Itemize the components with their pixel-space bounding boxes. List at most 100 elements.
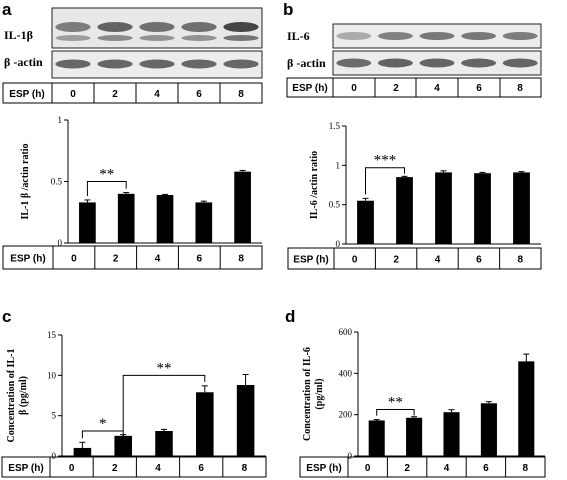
esp-value: 4 bbox=[434, 83, 440, 94]
y-tick-label: 400 bbox=[339, 368, 353, 378]
western-blot-b: IL-6 β -actin bbox=[287, 23, 542, 76]
esp-table-blot-a: ESP (h) 0 2 4 6 8 bbox=[2, 82, 263, 104]
y-tick-label: 1 bbox=[336, 160, 341, 170]
blot-band bbox=[181, 35, 217, 41]
bar-chart-b: 0 0.5 1 1.5 IL-6 /actin ratio *** ESP (h) 0 2 4 6 8 bbox=[287, 121, 542, 270]
blot-band bbox=[97, 59, 133, 69]
esp-value: 8 bbox=[523, 463, 529, 474]
significance-label: ** bbox=[388, 395, 403, 411]
y-tick-label: 1.5 bbox=[329, 121, 341, 131]
panel-letter-b: b bbox=[283, 0, 293, 19]
y-tick-label: 0 bbox=[348, 451, 353, 461]
esp-table bbox=[287, 247, 542, 270]
blot-band bbox=[502, 32, 538, 40]
blot-band bbox=[336, 58, 372, 68]
esp-value: 8 bbox=[518, 255, 524, 266]
esp-table-blot-b: ESP (h) 0 2 4 6 8 bbox=[286, 77, 542, 98]
bar bbox=[114, 435, 132, 456]
blot-band bbox=[55, 22, 91, 32]
esp-value: 6 bbox=[198, 463, 204, 474]
esp-value: 4 bbox=[155, 463, 161, 474]
y-tick-label: 15 bbox=[47, 330, 57, 340]
blot-band bbox=[139, 35, 175, 41]
bar bbox=[480, 403, 497, 456]
bar bbox=[117, 193, 135, 243]
y-tick-label: 0.5 bbox=[329, 200, 341, 210]
y-tick-label: 1 bbox=[58, 115, 63, 125]
significance-bracket bbox=[122, 374, 206, 431]
esp-label: ESP (h) bbox=[293, 255, 328, 266]
bar bbox=[368, 420, 385, 456]
blot-row-label-il1b: IL-1β bbox=[4, 28, 33, 42]
y-tick-label: 600 bbox=[339, 327, 353, 337]
blot-band bbox=[97, 35, 133, 41]
esp-value: 2 bbox=[112, 463, 118, 474]
esp-value: 6 bbox=[483, 463, 489, 474]
blot-band bbox=[55, 59, 91, 69]
esp-value: 0 bbox=[365, 463, 371, 474]
significance-bracket bbox=[81, 430, 124, 439]
bar bbox=[79, 202, 96, 243]
esp-label: ESP (h) bbox=[9, 89, 44, 100]
blot-band bbox=[139, 59, 175, 69]
y-tick-label: 0 bbox=[336, 239, 341, 249]
esp-value: 6 bbox=[196, 89, 202, 100]
y-tick-label: 5 bbox=[52, 411, 57, 421]
bar bbox=[406, 417, 423, 456]
blot-band bbox=[419, 32, 455, 40]
esp-value: 4 bbox=[444, 463, 450, 474]
blot-band bbox=[223, 59, 259, 69]
y-axis-label: (pg/ml) bbox=[314, 378, 325, 409]
esp-value: 8 bbox=[238, 254, 244, 265]
esp-value: 2 bbox=[393, 83, 399, 94]
esp-label: ESP (h) bbox=[306, 463, 341, 474]
blot-band bbox=[181, 59, 217, 69]
bar bbox=[435, 172, 452, 244]
esp-value: 8 bbox=[242, 463, 248, 474]
bar bbox=[156, 195, 174, 243]
blot-band bbox=[502, 58, 538, 68]
blot-band bbox=[461, 58, 497, 68]
blot-row-label-il6: IL-6 bbox=[287, 29, 310, 43]
esp-label: ESP (h) bbox=[10, 254, 45, 265]
y-axis-label: Concentration of IL-1 bbox=[6, 349, 17, 443]
esp-value: 0 bbox=[69, 463, 75, 474]
esp-value: 0 bbox=[352, 255, 358, 266]
blot-band bbox=[139, 22, 175, 32]
esp-value: 2 bbox=[404, 463, 410, 474]
bar bbox=[195, 202, 213, 243]
esp-value: 6 bbox=[476, 255, 482, 266]
y-tick-label: 0 bbox=[52, 451, 57, 461]
significance-label: ** bbox=[157, 360, 172, 376]
esp-value: 4 bbox=[435, 255, 441, 266]
blot-row-label-actin: β -actin bbox=[4, 55, 43, 69]
significance-label: *** bbox=[374, 153, 397, 169]
y-axis-label: Concentration of IL-6 bbox=[302, 347, 313, 441]
esp-value: 0 bbox=[71, 254, 77, 265]
esp-value: 4 bbox=[154, 89, 160, 100]
y-tick-label: 0 bbox=[58, 238, 63, 248]
bar-chart-a: 0 0.5 1 IL-1 β /actin ratio ** ESP (h) 0 2 4 6 8 bbox=[2, 115, 263, 270]
y-tick-label: 0.5 bbox=[51, 177, 63, 187]
western-blot-a: IL-1β β -actin bbox=[4, 7, 263, 79]
esp-value: 2 bbox=[112, 89, 118, 100]
bar bbox=[513, 172, 530, 244]
y-axis-label: IL-6 /actin ratio bbox=[309, 151, 320, 219]
esp-value: 2 bbox=[393, 255, 399, 266]
panel-letter-c: c bbox=[2, 307, 11, 326]
significance-label: ** bbox=[99, 167, 114, 183]
significance-label: * bbox=[99, 416, 107, 432]
y-axis-label: β (pg/ml) bbox=[18, 376, 29, 415]
blot-band bbox=[377, 32, 413, 40]
esp-value: 8 bbox=[238, 89, 244, 100]
y-tick-label: 200 bbox=[339, 410, 353, 420]
blot-band bbox=[55, 35, 91, 41]
bar bbox=[518, 361, 535, 456]
bar bbox=[396, 177, 413, 244]
esp-value: 4 bbox=[155, 254, 161, 265]
panel-letter-a: a bbox=[2, 0, 12, 19]
blot-band bbox=[419, 58, 455, 68]
blot-band bbox=[461, 32, 497, 40]
